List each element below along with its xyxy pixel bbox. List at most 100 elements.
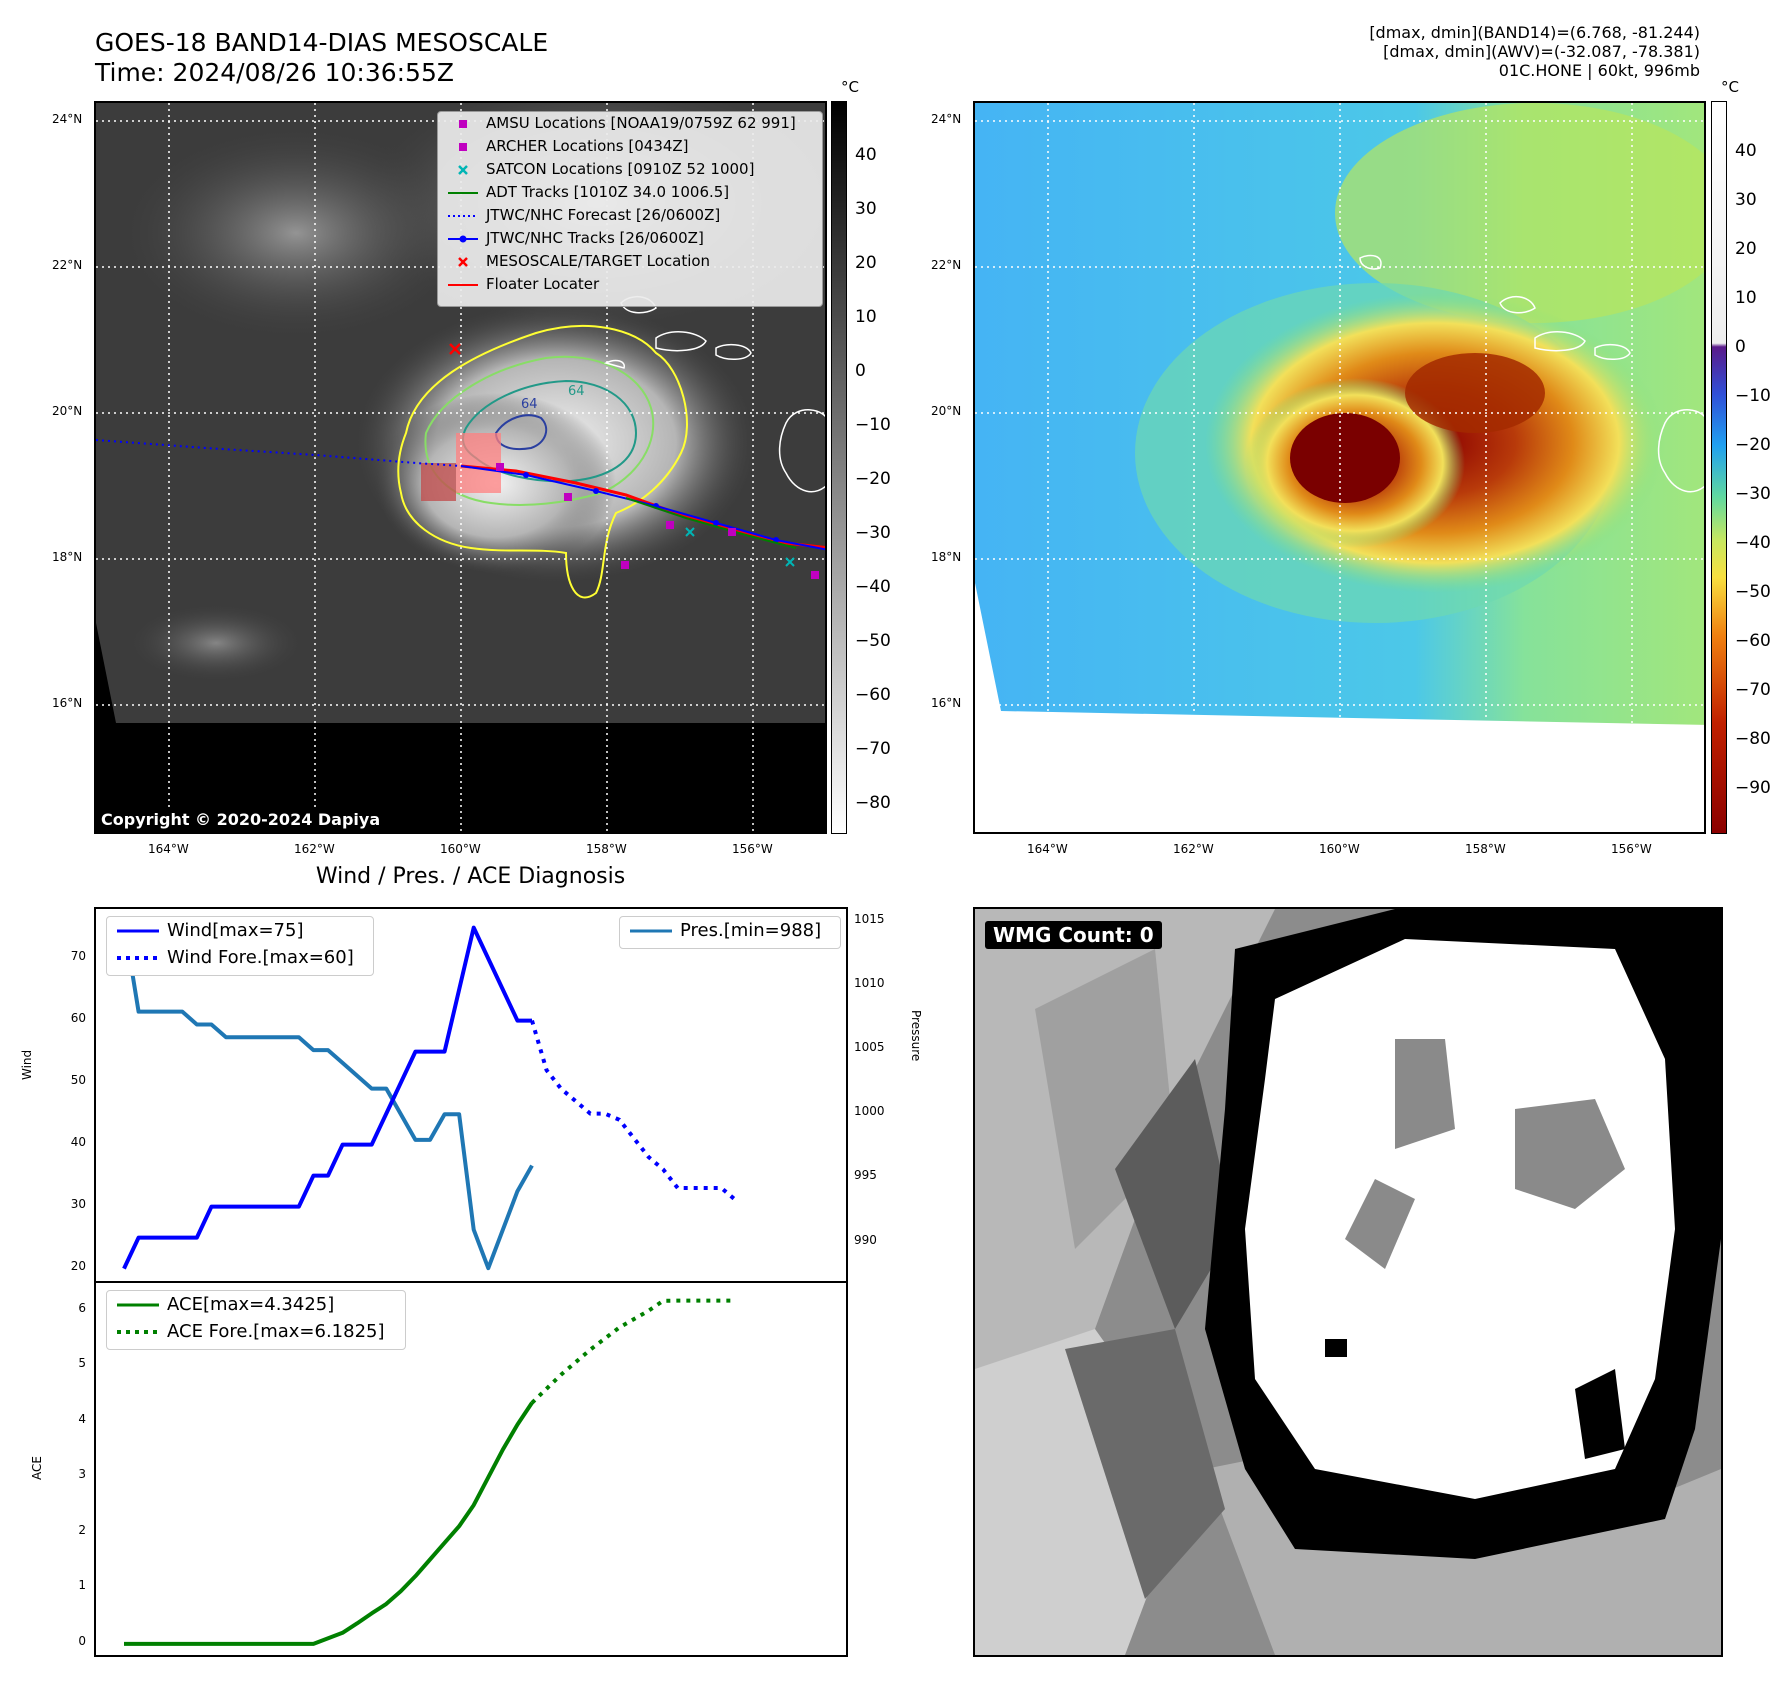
legend-wind: Wind[max=75] [107,917,373,944]
lat-label: 24°N [931,112,962,126]
colorbar-color [1711,101,1727,834]
cb-color-tick: −30 [1735,484,1771,504]
cb-gray-tick: −40 [855,577,891,597]
lon-label: 162°W [294,842,335,856]
y-tick-label: 1015 [854,911,885,926]
wind-yticks: 20 30 40 50 60 70 [0,907,94,1283]
color-ir-map-panel [973,101,1706,834]
legend-amsu: AMSU Locations [NOAA19/0759Z 62 991] [438,112,822,135]
cb-gray-tick: 40 [855,145,877,165]
legend-archer-label: ARCHER Locations [0434Z] [486,137,689,155]
lon-label: 160°W [440,842,481,856]
legend-pressure-label: Pres.[min=988] [680,920,822,941]
diagnosis-title: Wind / Pres. / ACE Diagnosis [315,864,626,889]
wmg-canvas [975,909,1721,1655]
wind-forecast-line [530,1020,738,1202]
lat-label: 18°N [52,550,83,564]
lat-label: 20°N [931,404,962,418]
y-tick-label: 70 [70,948,86,963]
legend-amsu-label: AMSU Locations [NOAA19/0759Z 62 991] [486,114,796,132]
wind-legend: Wind[max=75] Wind Fore.[max=60] [106,916,374,976]
y-tick-label: 1005 [854,1040,885,1055]
cb-color-tick: 30 [1735,190,1757,210]
wind-pressure-plot [122,921,738,1271]
info-storm: 01C.HONE | 60kt, 996mb [1498,61,1700,80]
lon-label: 158°W [586,842,627,856]
y-tick-label: 40 [70,1134,86,1149]
contour-label-64b: 64 [568,384,585,399]
cb-gray-tick: −10 [855,415,891,435]
y-tick-label: 6 [78,1300,86,1315]
info-band14: [dmax, dmin](BAND14)=(6.768, -81.244) [1369,23,1700,42]
color-ir-map-canvas [975,103,1704,832]
cb-color-tick: −20 [1735,435,1771,455]
pressure-legend: Pres.[min=988] [619,916,841,949]
copyright-label: Copyright © 2020-2024 Dapiya [96,807,386,832]
ace-plot [124,1298,736,1646]
lat-label: 22°N [52,258,83,272]
lon-label: 158°W [1465,842,1506,856]
y-tick-label: 0 [78,1633,86,1648]
y-tick-label: 30 [70,1196,86,1211]
legend-pressure: Pres.[min=988] [620,917,840,944]
legend-ace: ACE[max=4.3425] [107,1291,405,1318]
legend-ace-fore: ACE Fore.[max=6.1825] [107,1318,405,1345]
legend-mesoscale-label: MESOSCALE/TARGET Location [486,252,711,270]
lat-label: 16°N [52,696,83,710]
ir-map-panel: 64 64 [94,101,827,834]
legend-satcon-label: SATCON Locations [0910Z 52 1000] [486,160,755,178]
cb-color-tick: 0 [1735,337,1746,357]
cb-color-tick: −50 [1735,582,1771,602]
ace-panel [94,1281,848,1657]
y-tick-label: 60 [70,1010,86,1025]
y-tick-label: 3 [78,1467,86,1482]
y-tick-label: 1 [78,1578,86,1593]
cb-gray-tick: −70 [855,739,891,759]
cb-color-tick: 20 [1735,239,1757,259]
info-block: [dmax, dmin](BAND14)=(6.768, -81.244) [d… [1100,23,1700,80]
legend-adt-label: ADT Tracks [1010Z 34.0 1006.5] [486,183,730,201]
cb-gray-tick: −30 [855,523,891,543]
legend-satcon: SATCON Locations [0910Z 52 1000] [438,158,822,181]
legend-jtwc-forecast: JTWC/NHC Forecast [26/0600Z] [438,204,822,227]
wmg-panel: WMG Count: 0 [973,907,1723,1657]
legend-ace-label: ACE[max=4.3425] [167,1294,335,1315]
legend-jtwc-forecast-label: JTWC/NHC Forecast [26/0600Z] [486,206,721,224]
cb-color-tick: −70 [1735,680,1771,700]
cb-color-tick: 40 [1735,141,1757,161]
ace-forecast-line [530,1298,736,1405]
lon-label: 164°W [148,842,189,856]
lat-label: 22°N [931,258,962,272]
wmg-count-badge: WMG Count: 0 [985,921,1162,949]
y-tick-label: 1000 [854,1104,885,1119]
cb-color-tick: −90 [1735,778,1771,798]
lat-label: 24°N [52,112,83,126]
cb-color-tick: −10 [1735,386,1771,406]
cb-color-tick: −40 [1735,533,1771,553]
cb-gray-tick: −80 [855,793,891,813]
cb-gray-tick: −20 [855,469,891,489]
cb-color-tick: 10 [1735,288,1757,308]
cb-color-tick: −80 [1735,729,1771,749]
lat-label: 20°N [52,404,83,418]
y-tick-label: 50 [70,1072,86,1087]
pressure-yticks: 990 995 1000 1005 1010 1015 [848,907,908,1283]
cb-gray-tick: −50 [855,631,891,651]
colorbar-color-unit: °C [1721,78,1739,96]
product-time: Time: 2024/08/26 10:36:55Z [95,58,454,87]
legend-adt: ADT Tracks [1010Z 34.0 1006.5] [438,181,822,204]
legend-floater-label: Floater Locater [486,275,600,293]
lon-label: 164°W [1027,842,1068,856]
colorbar-gray-unit: °C [841,78,859,96]
y-tick-label: 2 [78,1522,86,1537]
pressure-line [122,921,534,1271]
cb-gray-tick: 10 [855,307,877,327]
y-tick-label: 995 [854,1168,877,1183]
map-legend: AMSU Locations [NOAA19/0759Z 62 991] ARC… [437,111,823,307]
cb-gray-tick: 0 [855,361,866,381]
legend-jtwc-tracks-label: JTWC/NHC Tracks [26/0600Z] [486,229,704,247]
legend-floater: Floater Locater [438,273,822,296]
cb-color-tick: −60 [1735,631,1771,651]
lat-label: 18°N [931,550,962,564]
cb-gray-tick: 30 [855,199,877,219]
